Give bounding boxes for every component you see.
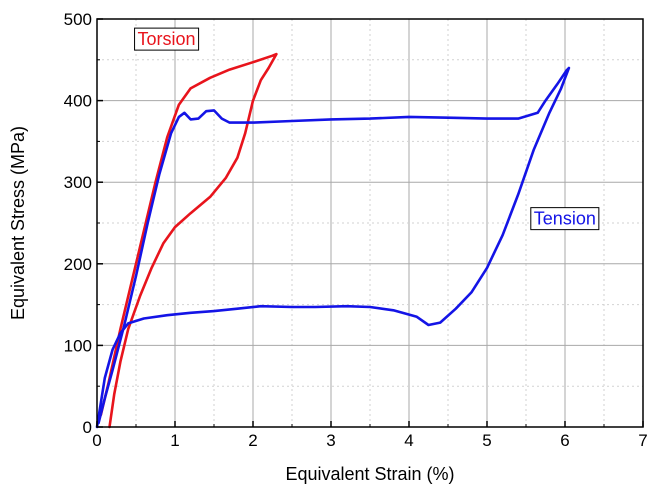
y-tick-label: 500 <box>64 10 92 29</box>
x-tick-label: 3 <box>326 431 335 450</box>
x-tick-label: 0 <box>92 431 101 450</box>
y-tick-label: 400 <box>64 92 92 111</box>
x-tick-label: 5 <box>482 431 491 450</box>
x-tick-label: 6 <box>560 431 569 450</box>
series-label-text: Tension <box>534 209 596 229</box>
x-tick-label: 7 <box>638 431 647 450</box>
y-tick-label: 0 <box>83 418 92 437</box>
x-axis-title: Equivalent Strain (%) <box>285 464 454 484</box>
y-tick-label: 200 <box>64 255 92 274</box>
x-tick-label: 2 <box>248 431 257 450</box>
series-line-torsion <box>101 54 277 427</box>
series-line-tension <box>97 68 569 427</box>
series-label-torsion: Torsion <box>135 28 199 50</box>
y-tick-label: 300 <box>64 173 92 192</box>
series-label-tension: Tension <box>531 208 599 230</box>
series-label-text: Torsion <box>138 29 196 49</box>
x-tick-label: 4 <box>404 431 413 450</box>
series-labels: Torsion Tension <box>135 28 599 230</box>
y-tick-label: 100 <box>64 336 92 355</box>
x-tick-label: 1 <box>170 431 179 450</box>
series-layer <box>97 54 569 427</box>
y-axis-title: Equivalent Stress (MPa) <box>8 126 28 320</box>
